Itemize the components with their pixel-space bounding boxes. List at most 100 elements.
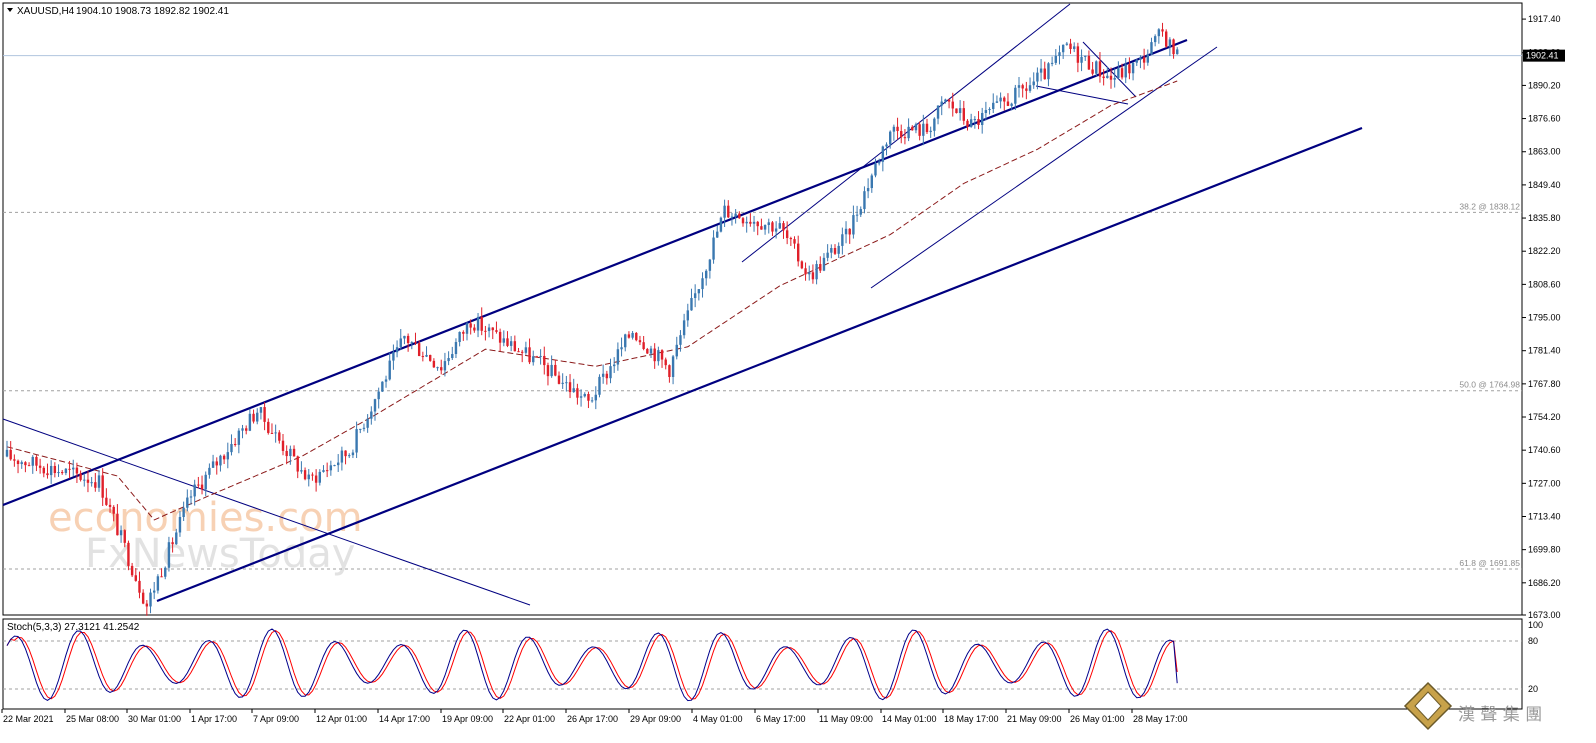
candle bbox=[377, 387, 380, 409]
price-tick-label: 1808.60 bbox=[1528, 279, 1561, 289]
candle bbox=[351, 449, 355, 459]
candle bbox=[826, 244, 829, 262]
candle bbox=[973, 116, 977, 129]
candle bbox=[86, 470, 90, 493]
price-tick-label: 1876.60 bbox=[1528, 114, 1561, 124]
candle bbox=[417, 340, 421, 357]
candle bbox=[410, 341, 413, 350]
candle bbox=[760, 218, 763, 230]
candle bbox=[793, 236, 796, 249]
candle bbox=[521, 349, 524, 363]
candle bbox=[889, 130, 892, 149]
candle bbox=[690, 288, 693, 311]
candle bbox=[454, 338, 458, 359]
candle bbox=[381, 381, 384, 392]
candle bbox=[800, 260, 804, 270]
candle bbox=[513, 335, 517, 352]
candle bbox=[664, 357, 667, 370]
candle bbox=[484, 325, 487, 341]
candle bbox=[498, 328, 502, 352]
candle bbox=[359, 428, 362, 434]
candle bbox=[153, 581, 156, 600]
candle bbox=[130, 562, 134, 578]
dropdown-icon[interactable] bbox=[7, 8, 13, 12]
candle bbox=[9, 441, 12, 461]
candle bbox=[241, 424, 244, 439]
candle bbox=[1058, 45, 1061, 65]
candle bbox=[134, 568, 137, 582]
candle bbox=[429, 354, 432, 362]
candle bbox=[252, 409, 255, 424]
candle bbox=[697, 289, 701, 301]
candle bbox=[333, 464, 336, 467]
candle bbox=[716, 225, 719, 238]
candle bbox=[1161, 22, 1164, 37]
candle bbox=[763, 224, 767, 235]
candle bbox=[1017, 77, 1021, 98]
candle bbox=[568, 374, 572, 399]
candle bbox=[705, 269, 708, 286]
time-axis: 22 Mar 2021 25 Mar 08:00 30 Mar 01:00 1 Apr… bbox=[1, 709, 1188, 724]
candle bbox=[866, 178, 870, 199]
candle bbox=[620, 337, 623, 357]
candle bbox=[914, 122, 918, 134]
candle bbox=[1165, 29, 1168, 48]
candle bbox=[1117, 61, 1120, 79]
candle bbox=[392, 344, 395, 370]
price-tick-label: 1795.00 bbox=[1528, 313, 1561, 323]
candle bbox=[609, 358, 612, 384]
candle bbox=[830, 244, 833, 259]
candle bbox=[966, 119, 969, 131]
candle bbox=[248, 408, 252, 432]
candle bbox=[171, 537, 174, 553]
candle bbox=[388, 352, 391, 381]
candle bbox=[1069, 38, 1072, 54]
candle bbox=[1006, 93, 1010, 107]
candle bbox=[1025, 81, 1028, 100]
candle bbox=[874, 158, 877, 178]
candle bbox=[745, 216, 748, 233]
candle bbox=[440, 359, 443, 375]
candle bbox=[1003, 96, 1006, 111]
symbol-label: XAUUSD,H4 bbox=[17, 6, 75, 17]
candle bbox=[208, 463, 211, 479]
watermark: economies.com FxNewsToday bbox=[48, 495, 363, 577]
triangle-lower-line bbox=[1035, 85, 1129, 105]
time-tick-label: 28 May 17:00 bbox=[1133, 714, 1188, 724]
inner-channel-upper bbox=[741, 3, 1071, 263]
candle bbox=[451, 346, 454, 361]
candle bbox=[693, 284, 697, 308]
time-tick-label: 12 Apr 01:00 bbox=[316, 714, 367, 724]
candle bbox=[141, 589, 145, 605]
candle bbox=[311, 472, 314, 481]
candle bbox=[1091, 61, 1094, 76]
candle bbox=[1087, 50, 1091, 71]
candle bbox=[116, 504, 119, 536]
candle bbox=[642, 335, 645, 351]
price-tick-label: 1890.20 bbox=[1528, 80, 1561, 90]
candle bbox=[532, 350, 535, 366]
candle bbox=[1050, 56, 1054, 67]
price-tick-label: 1863.00 bbox=[1528, 147, 1561, 157]
candle bbox=[1039, 58, 1043, 82]
candle bbox=[940, 96, 943, 116]
candle bbox=[200, 475, 204, 495]
candle bbox=[572, 378, 575, 393]
candle bbox=[517, 347, 520, 353]
candle bbox=[605, 370, 609, 385]
candle bbox=[83, 473, 86, 487]
price-tick-label: 1849.40 bbox=[1528, 180, 1561, 190]
candle bbox=[211, 454, 215, 468]
candle bbox=[259, 406, 263, 420]
stoch-tick-label: 20 bbox=[1528, 684, 1538, 694]
candle bbox=[270, 423, 274, 434]
candle bbox=[778, 216, 781, 229]
candle bbox=[1014, 84, 1017, 110]
candle bbox=[524, 341, 528, 355]
candle bbox=[903, 129, 907, 145]
candle bbox=[1076, 42, 1080, 73]
candle bbox=[852, 205, 855, 239]
candle bbox=[576, 383, 579, 405]
candle bbox=[613, 357, 616, 373]
